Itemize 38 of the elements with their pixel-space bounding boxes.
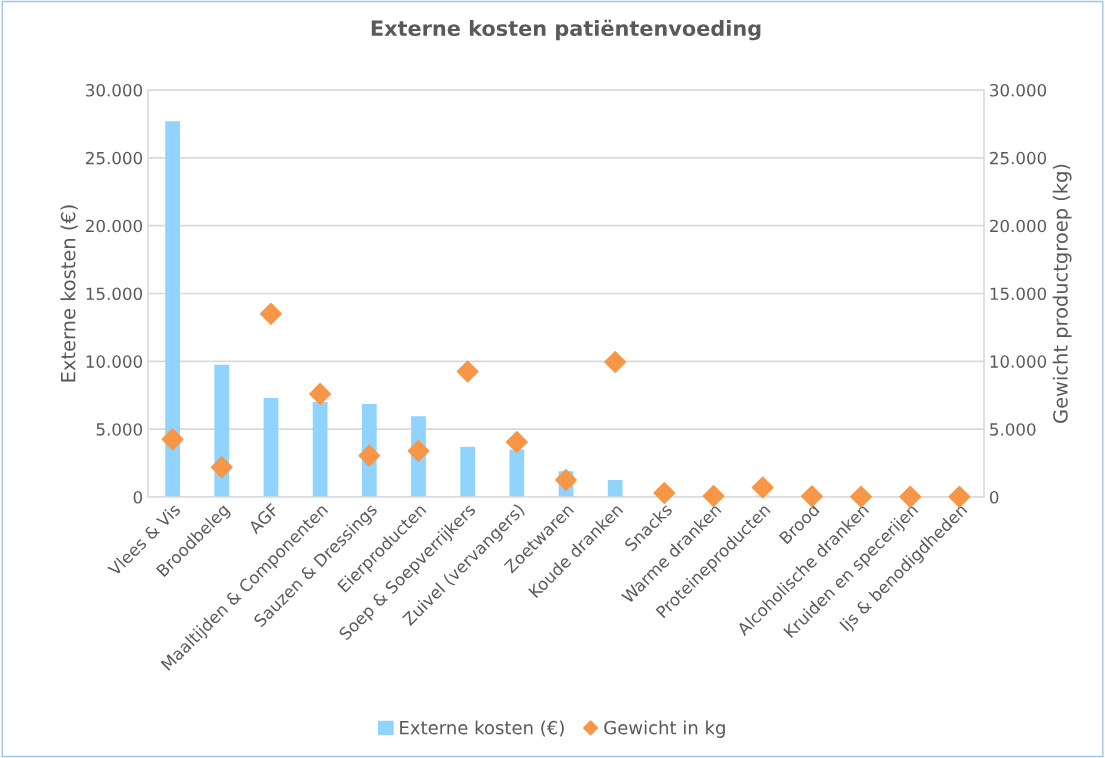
bar — [263, 397, 279, 497]
point — [407, 439, 430, 462]
y2-tick-label: 15.000 — [990, 287, 1047, 301]
point — [604, 351, 627, 374]
point — [505, 431, 528, 454]
y-tick-label: 30.000 — [86, 83, 143, 97]
point — [358, 444, 381, 467]
bar — [312, 402, 328, 497]
bar — [607, 480, 623, 497]
y2-tick-label: 25.000 — [990, 151, 1047, 165]
point — [751, 476, 774, 499]
point — [653, 481, 676, 504]
bar — [460, 446, 476, 497]
legend-label: Gewicht in kg — [604, 720, 725, 738]
y-tick-label: 25.000 — [86, 151, 143, 165]
y-tick-label: 0 — [133, 490, 143, 504]
legend-label: Externe kosten (€) — [400, 720, 564, 737]
y-tick-label: 20.000 — [86, 219, 143, 233]
point — [555, 469, 577, 492]
y2-tick-label: 30.000 — [990, 83, 1047, 97]
bar — [165, 121, 180, 497]
y-tick-label: 5.000 — [96, 423, 143, 436]
y2-tick-label: 0 — [989, 490, 999, 504]
y-tick-label: 10.000 — [86, 355, 143, 368]
y2-tick-label: 10.000 — [990, 355, 1047, 368]
y-tick-label: 15.000 — [86, 287, 143, 301]
bar — [509, 449, 525, 497]
y2-tick-label: 20.000 — [990, 219, 1047, 233]
point — [259, 302, 282, 325]
y-axis-title: Externe kosten (€) — [60, 205, 78, 382]
point — [456, 360, 479, 383]
y2-axis-title: Gewicht productgroep (kg) — [1052, 164, 1072, 423]
y2-tick-label: 5.000 — [990, 423, 1036, 436]
chart-title: Externe kosten patiëntenvoeding — [371, 19, 761, 41]
point — [948, 485, 971, 508]
point — [210, 456, 233, 479]
point — [309, 382, 332, 405]
point — [161, 428, 184, 451]
